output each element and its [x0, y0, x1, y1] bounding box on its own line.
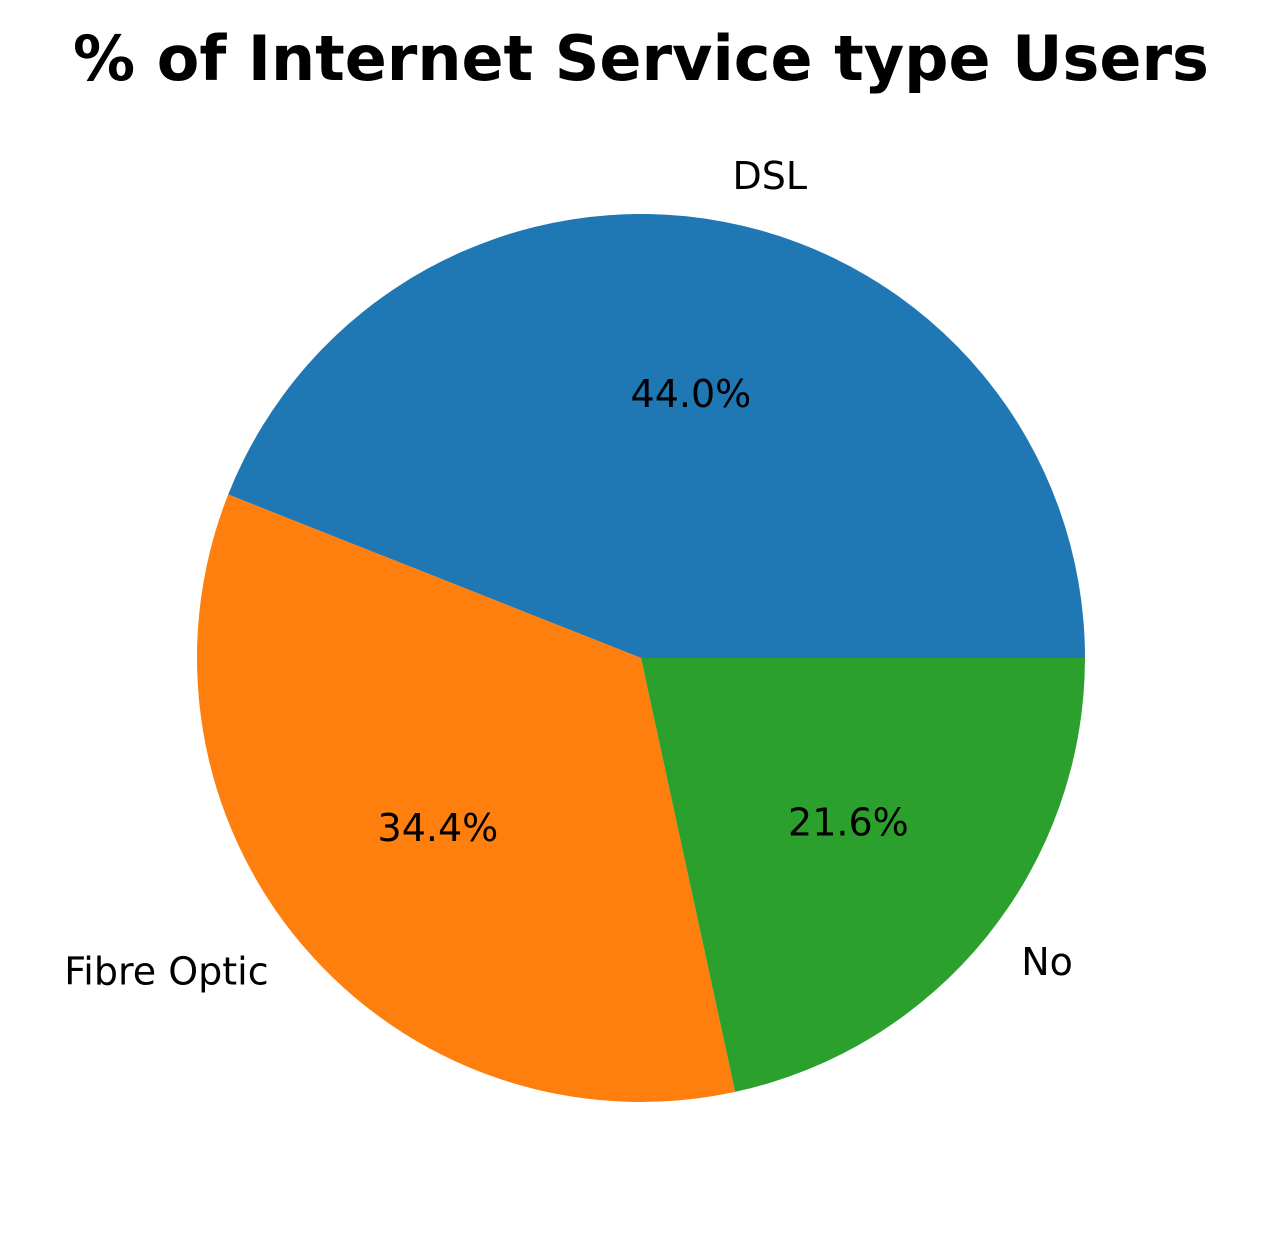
pie-slice-dsl [228, 214, 1085, 659]
slice-percent-dsl: 44.0% [631, 372, 752, 416]
pie-slices [197, 214, 1085, 1103]
pie-labels: DSL 44.0% Fibre Optic 34.4% No 21.6% [64, 154, 1073, 994]
slice-label-fibre-optic: Fibre Optic [64, 950, 268, 994]
slice-percent-fibre-optic: 34.4% [378, 806, 499, 850]
slice-label-dsl: DSL [733, 154, 808, 198]
slice-label-no: No [1021, 940, 1073, 984]
pie-slice-no [641, 658, 1085, 1092]
slice-percent-no: 21.6% [788, 801, 909, 845]
pie-slice-fibre-optic [197, 494, 736, 1103]
chart-title: % of Internet Service type Users [73, 22, 1209, 95]
